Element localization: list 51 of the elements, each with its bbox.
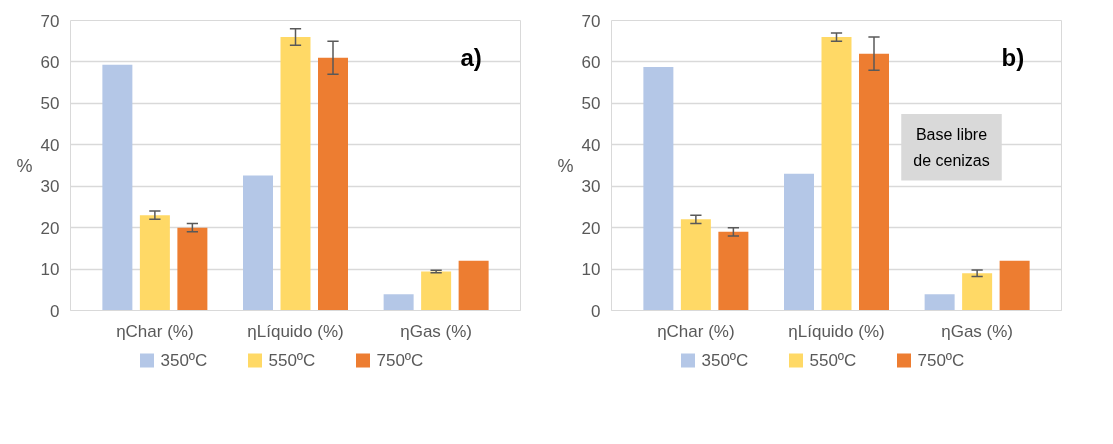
x-tick-label: ηGas (%) <box>941 321 1014 341</box>
x-tick-label: ηChar (%) <box>657 321 735 341</box>
legend-label: 750ºC <box>917 351 965 370</box>
bar <box>280 37 311 311</box>
bar <box>383 294 414 311</box>
bar <box>421 271 452 311</box>
bar <box>924 294 955 311</box>
legend-label: 350ºC <box>701 351 749 370</box>
legend-label: 550ºC <box>809 351 857 370</box>
y-tick-label: 40 <box>581 135 601 155</box>
y-tick-label: 50 <box>40 94 60 114</box>
y-tick-label: 0 <box>591 301 601 321</box>
bar <box>718 231 749 311</box>
y-tick-label: 50 <box>581 94 601 114</box>
y-tick-label: 40 <box>40 135 60 155</box>
bar <box>784 173 814 311</box>
x-tick-label: ηChar (%) <box>116 321 194 341</box>
y-tick-label: 30 <box>581 177 601 197</box>
y-tick-label: 70 <box>40 11 60 31</box>
annotation: b) <box>1001 43 1025 71</box>
y-tick-label: 10 <box>581 260 601 280</box>
bar <box>177 227 208 311</box>
bar <box>102 64 133 311</box>
annotation: Base libre de cenizas <box>913 126 990 169</box>
x-tick-label: ηGas (%) <box>400 321 473 341</box>
y-tick-label: 60 <box>581 52 601 72</box>
bar <box>999 260 1030 311</box>
y-axis-title: % <box>557 155 574 176</box>
x-tick-label: ηLíquido (%) <box>788 321 885 341</box>
bar <box>243 175 273 311</box>
bar <box>318 57 348 311</box>
y-tick-label: 20 <box>581 218 601 238</box>
y-tick-label: 20 <box>40 218 60 238</box>
bar <box>821 37 852 311</box>
bar <box>458 260 489 311</box>
y-axis-title: % <box>16 155 33 176</box>
legend-label: 550ºC <box>268 351 316 370</box>
y-tick-label: 0 <box>50 301 60 321</box>
bar <box>643 66 674 311</box>
y-tick-label: 30 <box>40 177 60 197</box>
y-tick-label: 70 <box>581 11 601 31</box>
legend-label: 350ºC <box>160 351 208 370</box>
y-tick-label: 10 <box>40 260 60 280</box>
y-tick-label: 60 <box>40 52 60 72</box>
annotation: a) <box>460 43 482 71</box>
legend-label: 750ºC <box>376 351 424 370</box>
bar <box>962 273 993 311</box>
x-tick-label: ηLíquido (%) <box>247 321 344 341</box>
bar <box>859 53 889 311</box>
bar <box>680 219 711 311</box>
bar <box>139 215 170 311</box>
